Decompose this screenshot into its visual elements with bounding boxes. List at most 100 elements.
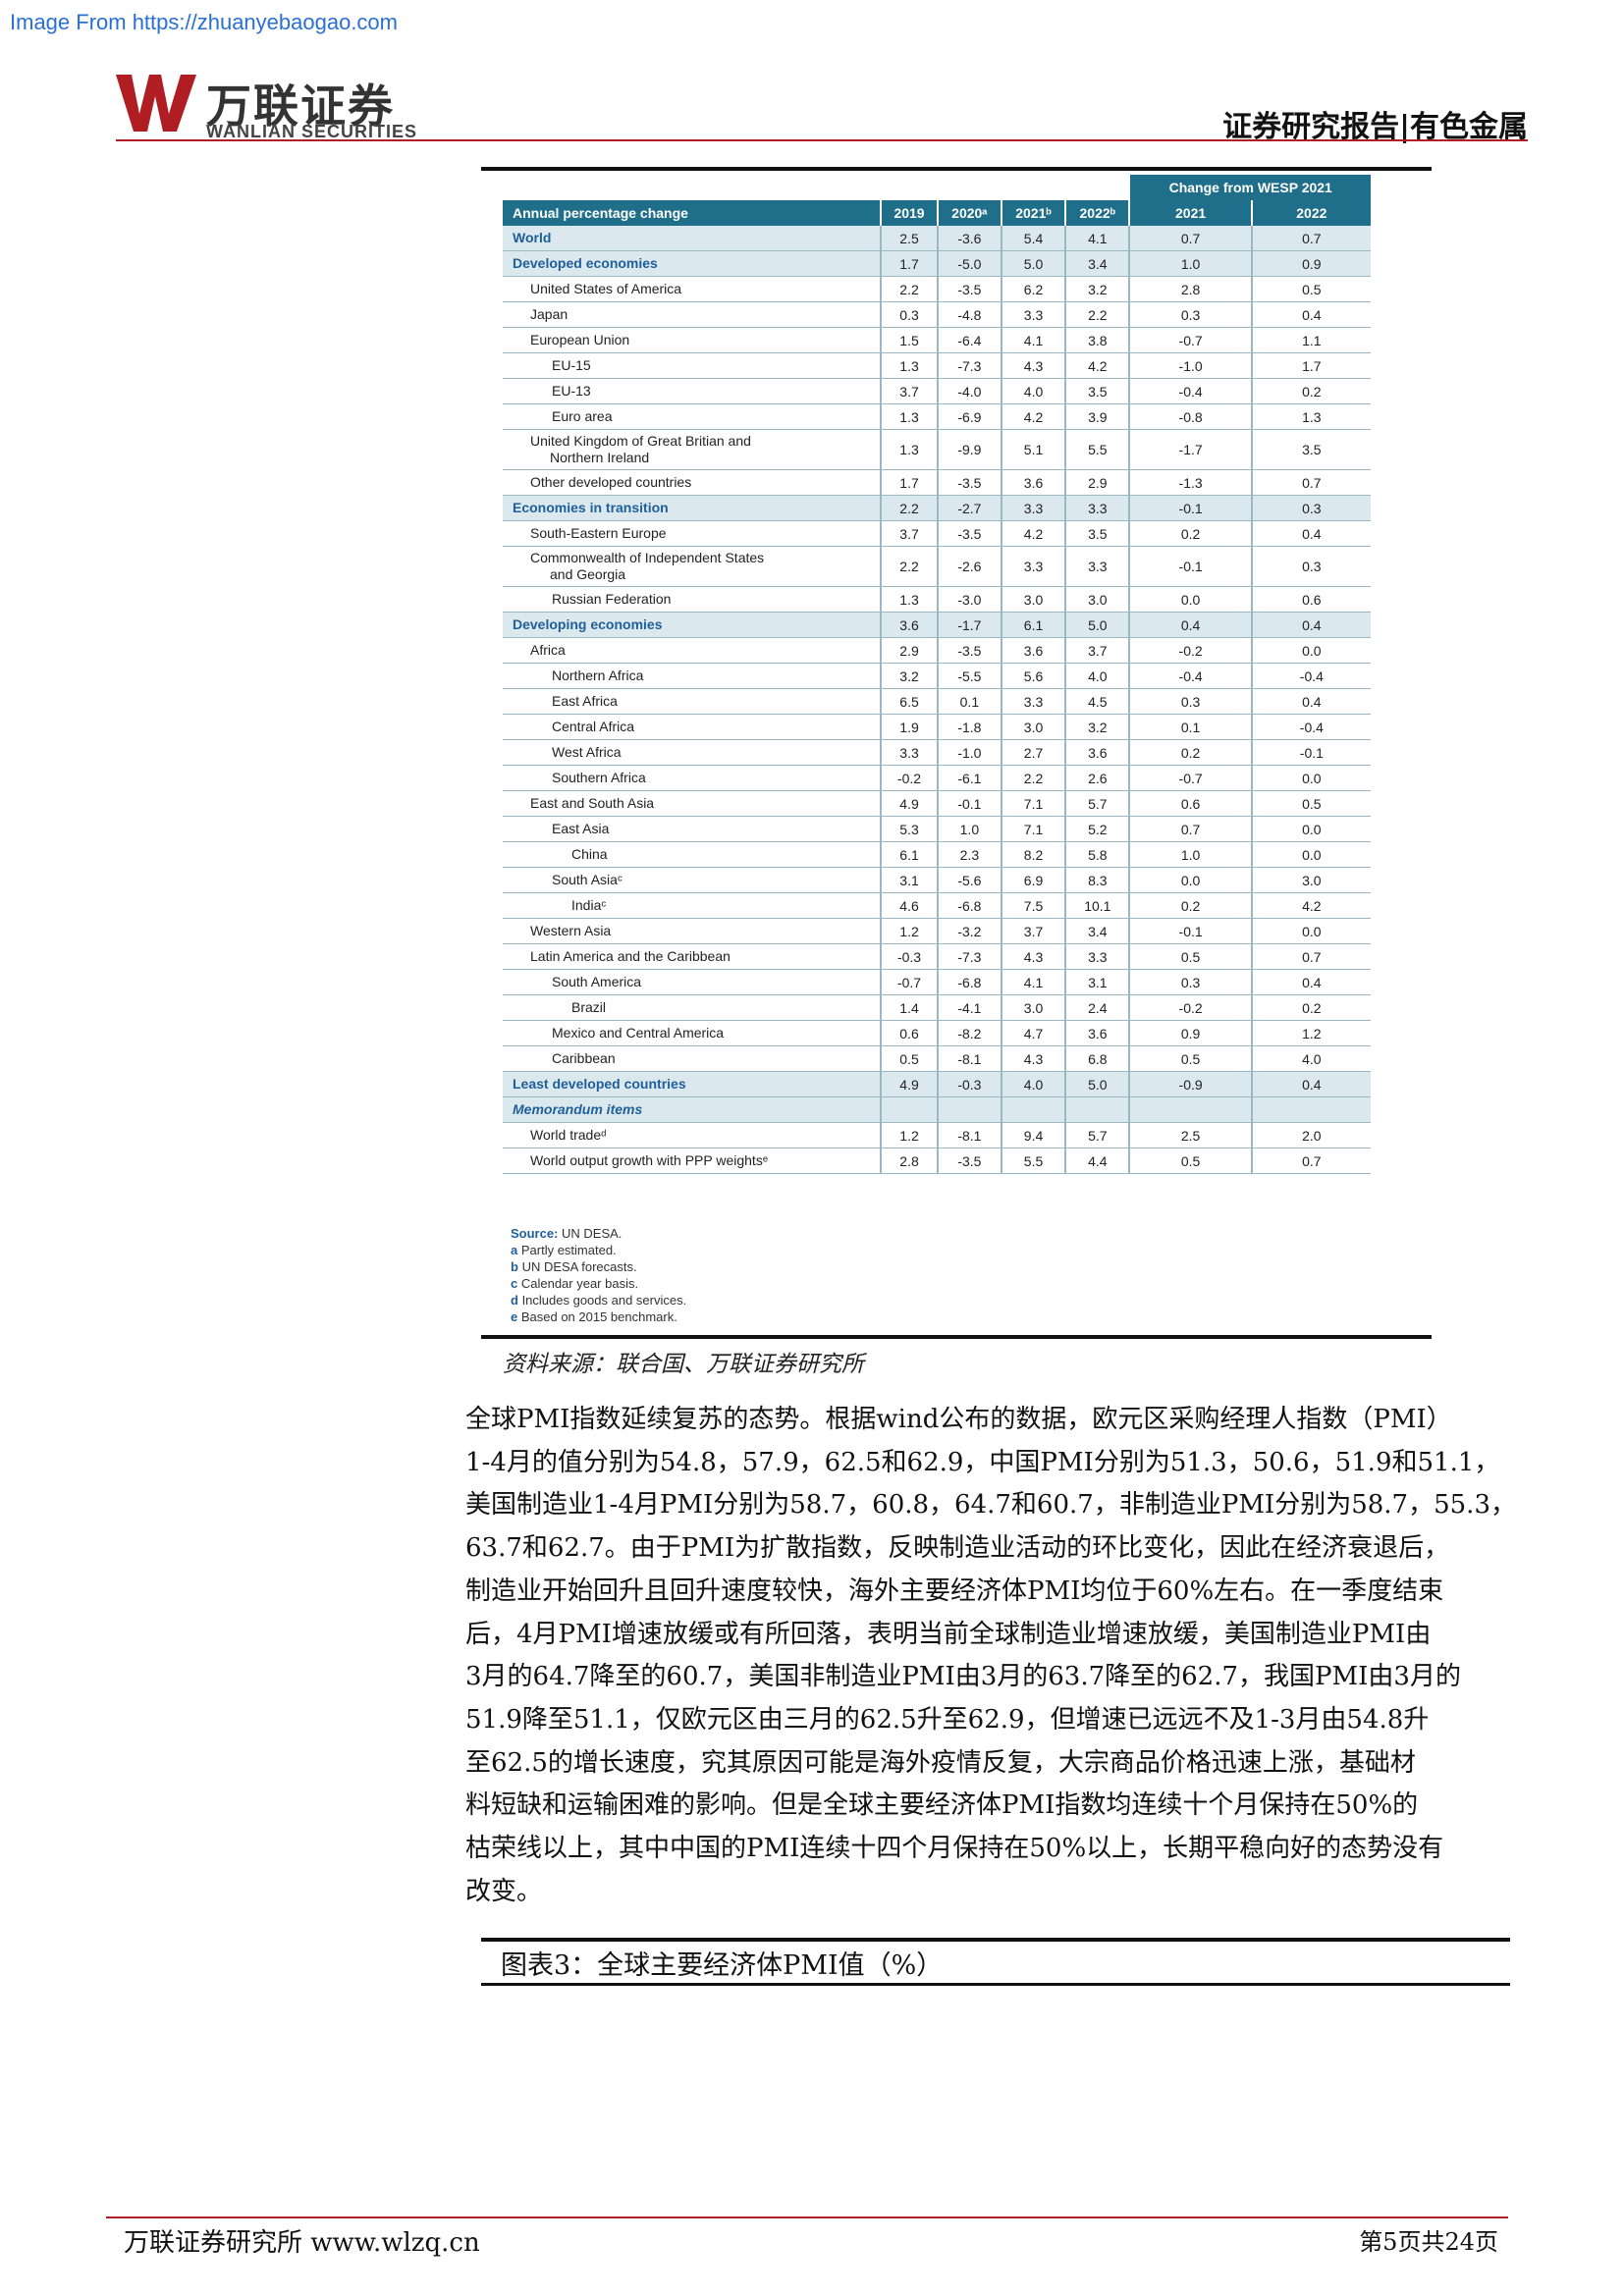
table-row: Economies in transition 2.2 -2.7 3.3 3.3 -0.1…	[503, 495, 1371, 521]
paragraph-line: 1-4月的值分别为54.8，57.9，62.5和62.9，中国PMI分别为51.…	[465, 1447, 1500, 1477]
cell-value: 0.7	[1129, 816, 1253, 842]
row-label: West Africa	[503, 739, 883, 766]
cell-value: 4.3	[1001, 1045, 1067, 1072]
column-header: 2021	[1129, 200, 1253, 226]
table-row: Memorandum items	[503, 1096, 1371, 1123]
paragraph-line: 63.7和62.7。由于PMI为扩散指数，反映制造业活动的环比变化，因此在经济衰…	[465, 1533, 1450, 1564]
row-label: Africa	[503, 637, 883, 664]
paragraph-line: 改变。	[465, 1876, 543, 1906]
cell-value: 2.2	[881, 546, 939, 587]
company-logo: 万联证券 WANLIAN SECURITIES	[116, 71, 440, 141]
paragraph-line: 至62.5的增长速度，究其原因可能是海外疫情反复，大宗商品价格迅速上涨，基础材	[465, 1747, 1416, 1778]
cell-value: 8.2	[1001, 841, 1067, 868]
cell-value: 3.6	[1001, 469, 1067, 496]
gdp-growth-table-image: Change from WESP 2021 Annual percentage …	[503, 175, 1371, 1324]
row-label: Other developed countries	[503, 469, 883, 496]
table-row: East Asia 5.3 1.0 7.1 5.2 0.7 0.0	[503, 816, 1371, 842]
cell-value: 0.2	[1251, 378, 1371, 404]
cell-value: 0.5	[1129, 1148, 1253, 1174]
row-label: Central Africa	[503, 714, 883, 740]
cell-value: 2.9	[881, 637, 939, 664]
cell-value: 5.4	[1001, 226, 1067, 251]
cell-value: -4.1	[937, 994, 1002, 1021]
cell-value: 3.0	[1065, 586, 1131, 613]
table-row: Other developed countries 1.7 -3.5 3.6 2.9 -1…	[503, 469, 1371, 496]
cell-value: 4.1	[1001, 969, 1067, 995]
cell-value: -0.1	[1129, 918, 1253, 944]
column-header: 2022	[1251, 200, 1371, 226]
cell-value: 3.3	[1001, 495, 1067, 521]
cell-value: -3.6	[937, 226, 1002, 251]
cell-value: 3.5	[1251, 429, 1371, 470]
cell-value: 4.3	[1001, 943, 1067, 970]
cell-value: 4.9	[881, 1071, 939, 1097]
cell-value: -5.5	[937, 663, 1002, 689]
cell-value: 6.5	[881, 688, 939, 715]
table-row: South Asiaᶜ 3.1 -5.6 6.9 8.3 0.0 3.0	[503, 867, 1371, 893]
row-label: East and South Asia	[503, 790, 883, 817]
cell-value: 0.0	[1251, 918, 1371, 944]
cell-value: 2.8	[1129, 276, 1253, 302]
cell-value: 0.5	[1251, 276, 1371, 302]
row-label: European Union	[503, 327, 883, 353]
cell-value: 1.7	[881, 469, 939, 496]
row-label: World	[503, 226, 883, 251]
row-label: United Kingdom of Great Britian and North…	[503, 429, 883, 470]
row-label: EU-15	[503, 352, 883, 379]
row-label: EU-13	[503, 378, 883, 404]
cell-value: 0.0	[1251, 637, 1371, 664]
cell-value: 3.6	[881, 612, 939, 638]
cell-value: -3.5	[937, 520, 1002, 547]
cell-value: 4.0	[1065, 663, 1131, 689]
cell-value	[1129, 1096, 1253, 1123]
figure-top-rule	[481, 1938, 1510, 1942]
row-label: Least developed countries	[503, 1071, 883, 1097]
cell-value: -3.5	[937, 276, 1002, 302]
report-category: 证券研究报告|有色金属	[1222, 110, 1528, 144]
table-row: East Africa 6.5 0.1 3.3 4.5 0.3 0.4	[503, 688, 1371, 715]
paragraph-line: 美国制造业1-4月PMI分别为58.7，60.8，64.7和60.7，非制造业P…	[465, 1490, 1516, 1521]
footer-left: 万联证券研究所 www.wlzq.cn	[124, 2228, 480, 2258]
row-label: Southern Africa	[503, 765, 883, 791]
paragraph-line: 后，4月PMI增速放缓或有所回落，表明当前全球制造业增速放缓，美国制造业PMI由	[465, 1619, 1432, 1649]
cell-value: 0.2	[1251, 994, 1371, 1021]
cell-value: 10.1	[1065, 892, 1131, 919]
cell-value: -3.5	[937, 469, 1002, 496]
table-row: Euro area 1.3 -6.9 4.2 3.9 -0.8 1.3	[503, 403, 1371, 430]
cell-value: 3.1	[881, 867, 939, 893]
table-note: a Partly estimated.	[511, 1243, 617, 1257]
table-row: Western Asia 1.2 -3.2 3.7 3.4 -0.1 0.0	[503, 918, 1371, 944]
cell-value: -0.1	[1129, 495, 1253, 521]
cell-value: 3.8	[1065, 327, 1131, 353]
body-paragraph: 全球PMI指数延续复苏的态势。根据wind公布的数据，欧元区采购经理人指数（PM…	[465, 1399, 1536, 1913]
cell-value: 6.8	[1065, 1045, 1131, 1072]
cell-value: -6.4	[937, 327, 1002, 353]
cell-value: 6.2	[1001, 276, 1067, 302]
cell-value: 7.1	[1001, 816, 1067, 842]
table-row: Developing economies 3.6 -1.7 6.1 5.0 0.4 0.4	[503, 612, 1371, 638]
row-label: Memorandum items	[503, 1096, 883, 1123]
cell-value: 4.2	[1001, 403, 1067, 430]
table-bottom-rule	[481, 1335, 1432, 1339]
cell-value: 0.3	[881, 301, 939, 328]
table-row: East and South Asia 4.9 -0.1 7.1 5.7 0.6 0.5	[503, 790, 1371, 817]
cell-value: 0.0	[1129, 867, 1253, 893]
cell-value: 3.0	[1251, 867, 1371, 893]
table-row: Indiaᶜ 4.6 -6.8 7.5 10.1 0.2 4.2	[503, 892, 1371, 919]
cell-value: 0.0	[1129, 586, 1253, 613]
cell-value: 5.1	[1001, 429, 1067, 470]
cell-value: 0.4	[1251, 612, 1371, 638]
cell-value: -8.2	[937, 1020, 1002, 1046]
cell-value: -6.9	[937, 403, 1002, 430]
cell-value: 3.3	[1001, 688, 1067, 715]
table-row: Caribbean 0.5 -8.1 4.3 6.8 0.5 4.0	[503, 1045, 1371, 1072]
cell-value: 5.0	[1065, 612, 1131, 638]
cell-value: -0.8	[1129, 403, 1253, 430]
cell-value: 2.9	[1065, 469, 1131, 496]
cell-value: 2.2	[1065, 301, 1131, 328]
cell-value: 0.7	[1129, 226, 1253, 251]
row-label: World tradeᵈ	[503, 1122, 883, 1148]
table-row: World 2.5 -3.6 5.4 4.1 0.7 0.7	[503, 226, 1371, 251]
cell-value: 1.4	[881, 994, 939, 1021]
cell-value: 4.1	[1001, 327, 1067, 353]
